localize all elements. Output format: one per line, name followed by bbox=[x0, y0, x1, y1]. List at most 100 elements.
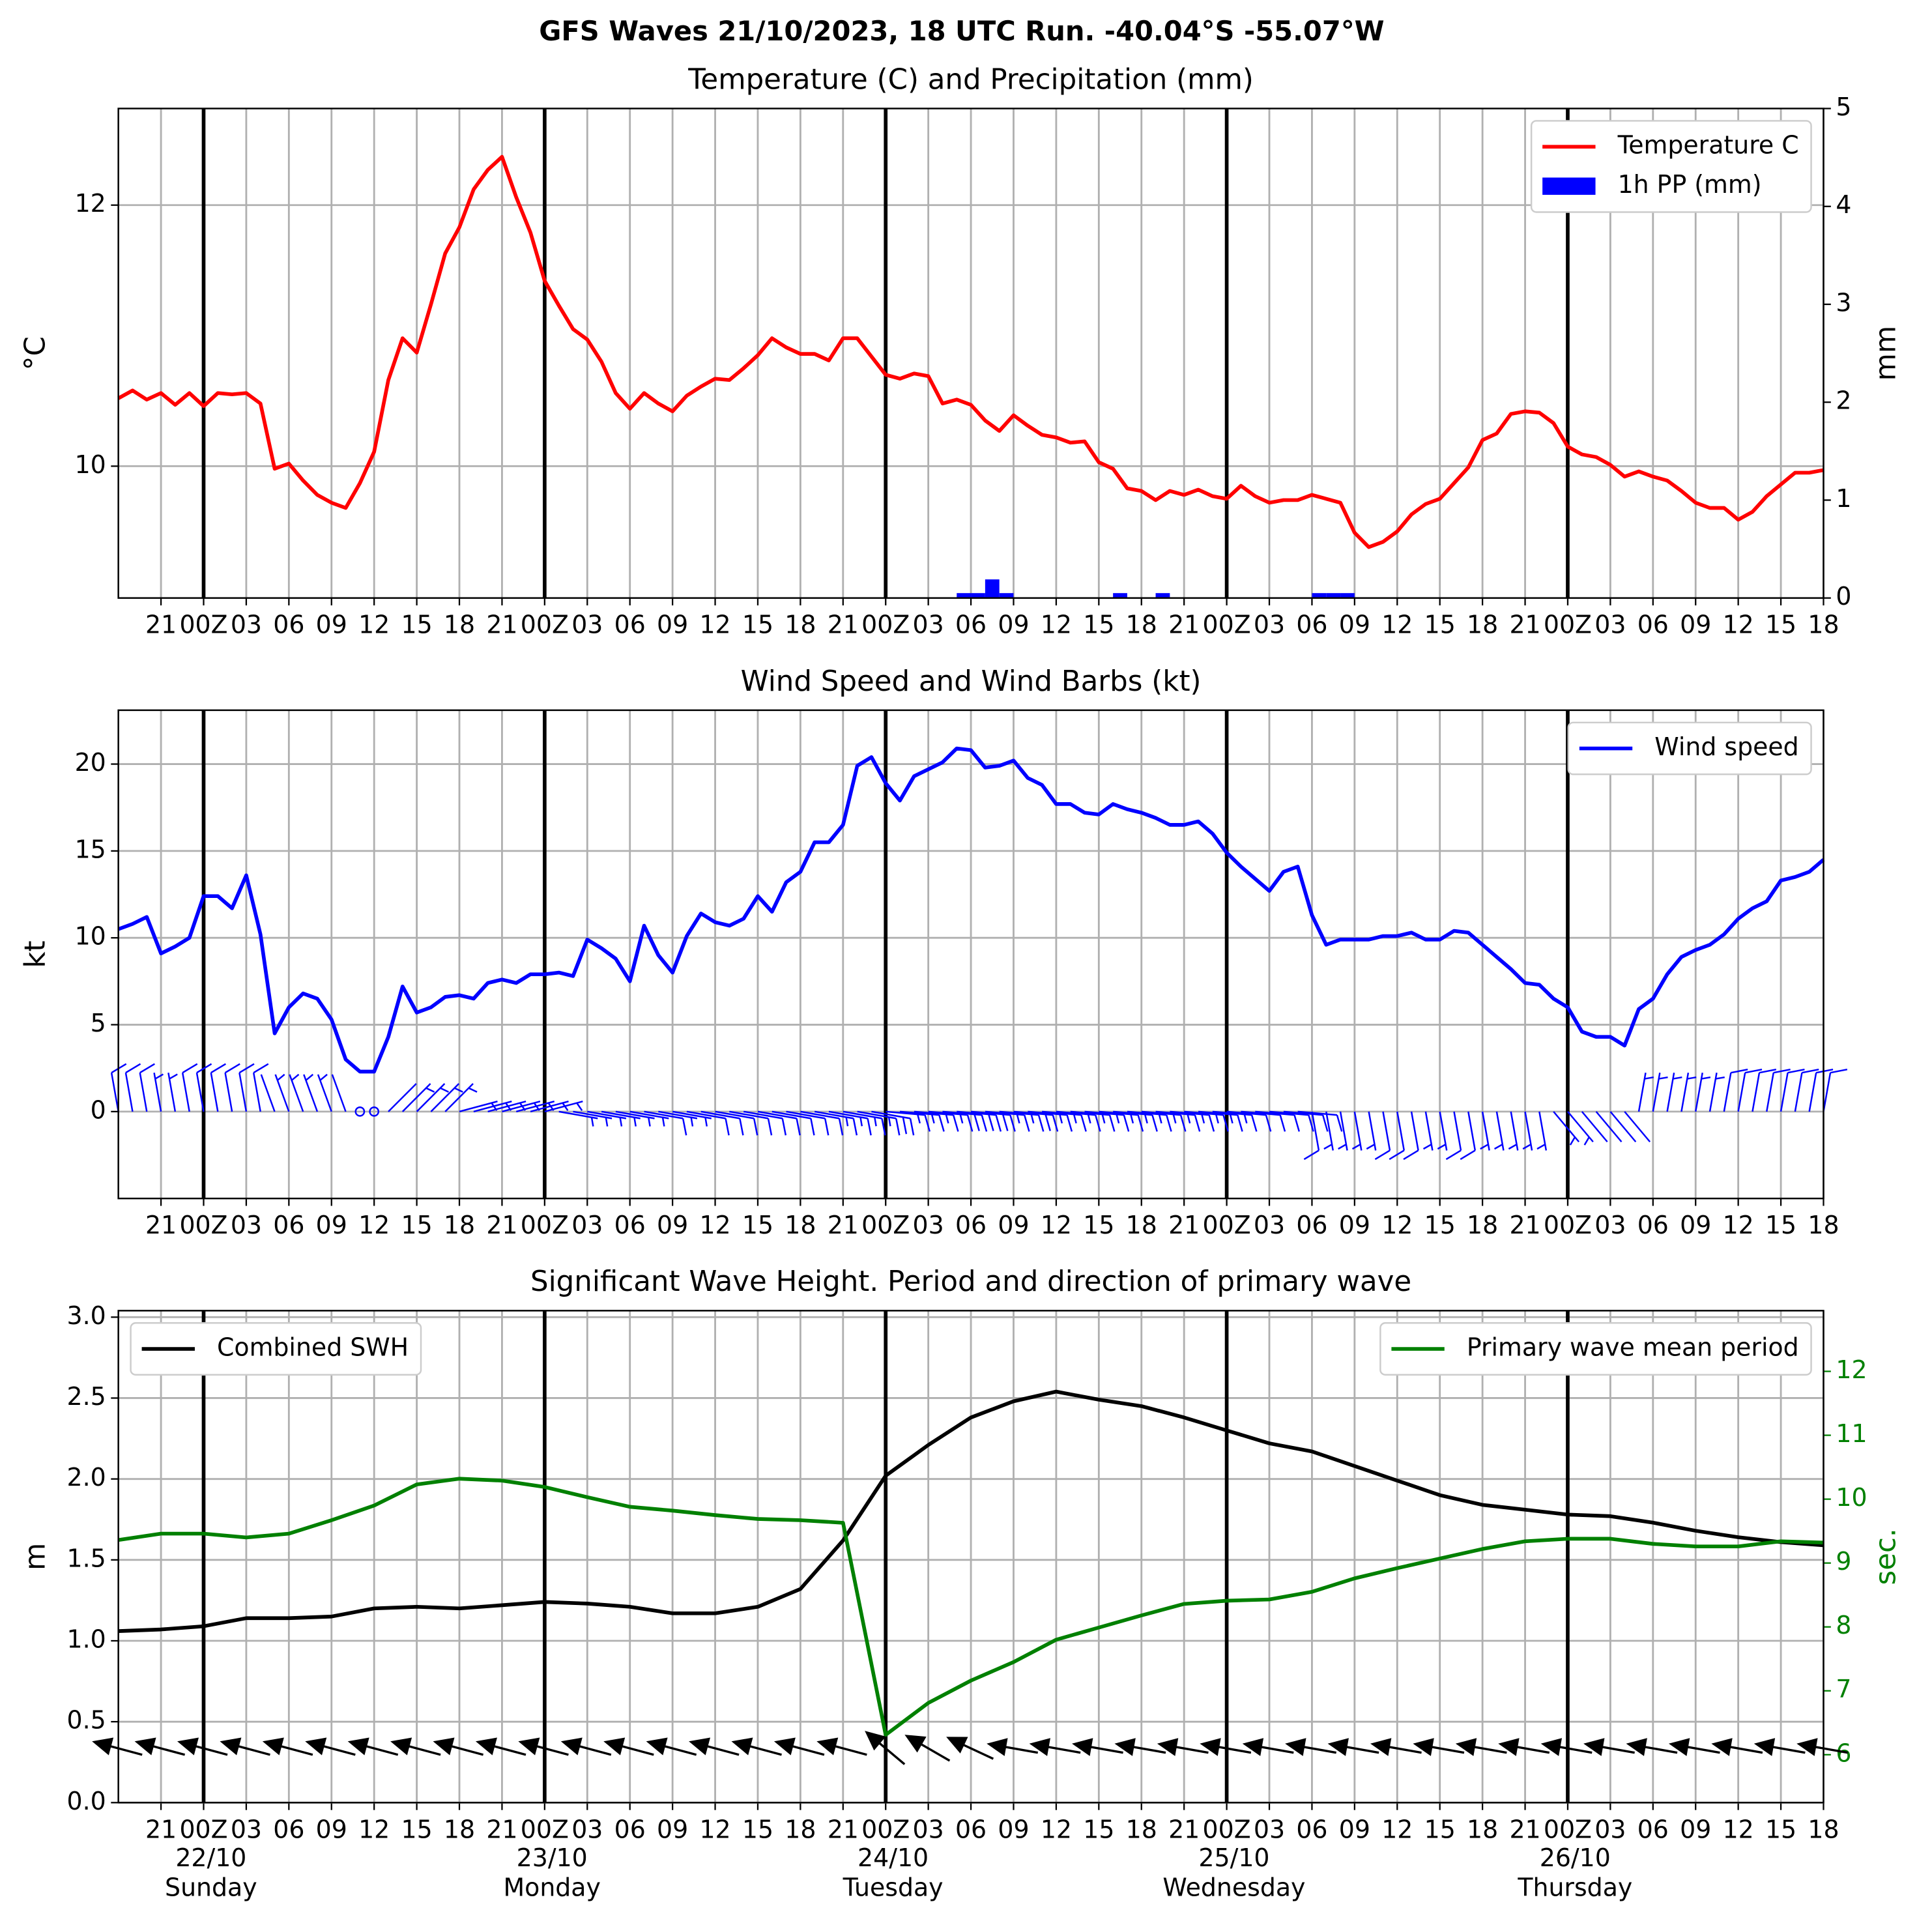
y-tick-label: 0.5 bbox=[67, 1706, 106, 1735]
legend-box bbox=[1379, 1322, 1812, 1376]
wave-direction-arrow bbox=[904, 1735, 951, 1762]
x-tick-label: 00Z bbox=[179, 611, 227, 639]
wind-barb bbox=[1737, 1068, 1763, 1112]
x-tick-label: 09 bbox=[316, 1815, 347, 1843]
wind-barb bbox=[558, 1110, 598, 1127]
wave-direction-arrow bbox=[518, 1737, 569, 1756]
y-tick-label: 1.0 bbox=[67, 1625, 106, 1653]
x-tick-label: 21 bbox=[145, 1815, 177, 1843]
wind-barb bbox=[871, 1110, 915, 1136]
x-tick-label: 21 bbox=[1509, 1815, 1540, 1843]
wave-direction-arrow bbox=[1370, 1738, 1422, 1756]
wind-barb bbox=[252, 1063, 269, 1112]
wind-barb bbox=[1437, 1111, 1448, 1151]
wind-barb bbox=[1198, 1110, 1243, 1132]
panel: Significant Wave Height. Period and dire… bbox=[19, 1265, 1902, 1901]
date-label: 25/10 bbox=[1198, 1843, 1269, 1872]
x-tick-label: 09 bbox=[316, 611, 347, 639]
precip-bar bbox=[1326, 593, 1341, 598]
wind-barb bbox=[857, 1110, 901, 1136]
x-tick-label: 00Z bbox=[1203, 1815, 1251, 1843]
y2-tick-label: 0 bbox=[1836, 582, 1851, 611]
wind-barb bbox=[1493, 1111, 1505, 1151]
x-tick-label: 15 bbox=[1424, 1211, 1456, 1239]
wind-barb bbox=[644, 1110, 687, 1136]
wind-barb bbox=[1170, 1110, 1215, 1132]
wave-direction-arrow bbox=[1413, 1738, 1465, 1756]
weekday-label: Monday bbox=[504, 1873, 601, 1901]
x-tick-label: 06 bbox=[273, 1211, 304, 1239]
wind-barb bbox=[942, 1110, 988, 1132]
wind-barb bbox=[388, 1083, 417, 1112]
wave-direction-arrow bbox=[1498, 1738, 1550, 1756]
y-tick-label: 1.5 bbox=[67, 1544, 106, 1572]
x-tick-label: 15 bbox=[1424, 1815, 1456, 1843]
x-tick-label: 15 bbox=[1083, 1815, 1114, 1843]
x-tick-label: 09 bbox=[1680, 1211, 1711, 1239]
wind-barb bbox=[1553, 1111, 1580, 1146]
x-tick-label: 18 bbox=[1126, 1211, 1157, 1239]
wind-barb bbox=[303, 1073, 319, 1112]
y-tick-label: 15 bbox=[75, 835, 106, 863]
precip-bar bbox=[1340, 593, 1355, 598]
wind-barb bbox=[814, 1110, 858, 1136]
wave-direction-arrow bbox=[390, 1737, 441, 1756]
x-tick-label: 15 bbox=[1765, 1815, 1796, 1843]
y2-tick-label: 12 bbox=[1836, 1355, 1867, 1384]
x-tick-label: 09 bbox=[1339, 1815, 1370, 1843]
legend: Temperature C 1h PP (mm) bbox=[1530, 120, 1812, 213]
wind-barb bbox=[1624, 1111, 1651, 1143]
x-tick-label: 03 bbox=[913, 611, 944, 639]
wind-barb bbox=[210, 1063, 226, 1112]
main-title: GFS Waves 21/10/2023, 18 UTC Run. -40.04… bbox=[539, 15, 1384, 47]
y-tick-label: 2.0 bbox=[67, 1463, 106, 1492]
x-tick-label: 21 bbox=[1509, 1211, 1540, 1239]
x-tick-label: 09 bbox=[998, 1815, 1029, 1843]
x-tick-label: 03 bbox=[1594, 1815, 1626, 1843]
wind-barb bbox=[1070, 1110, 1116, 1132]
wave-direction-arrow bbox=[475, 1737, 526, 1756]
x-tick-label: 21 bbox=[1168, 1815, 1200, 1843]
x-tick-label: 21 bbox=[828, 611, 859, 639]
wind-barb bbox=[886, 1110, 931, 1132]
wind-barb bbox=[1637, 1073, 1654, 1112]
y2-tick-label: 6 bbox=[1836, 1739, 1851, 1767]
x-tick-label: 06 bbox=[955, 1815, 987, 1843]
x-tick-label: 03 bbox=[231, 1211, 262, 1239]
x-tick-label: 06 bbox=[1296, 1211, 1327, 1239]
legend: Primary wave mean period bbox=[1379, 1322, 1812, 1376]
wave-direction-arrow bbox=[1114, 1738, 1166, 1756]
x-tick-label: 21 bbox=[1168, 1211, 1200, 1239]
x-tick-label: 15 bbox=[1765, 1211, 1796, 1239]
wind-barb bbox=[167, 1073, 178, 1112]
x-tick-label: 21 bbox=[486, 1815, 517, 1843]
x-tick-label: 06 bbox=[614, 1211, 646, 1239]
wave-direction-arrow bbox=[689, 1737, 740, 1756]
x-tick-label: 18 bbox=[1126, 1815, 1157, 1843]
x-tick-label: 09 bbox=[998, 1211, 1029, 1239]
wind-barb bbox=[800, 1110, 844, 1136]
x-tick-label: 09 bbox=[657, 1815, 688, 1843]
y2-tick-label: 3 bbox=[1836, 288, 1851, 317]
y-axis-label: °C bbox=[19, 336, 51, 370]
y-tick-label: 3.0 bbox=[67, 1301, 106, 1330]
y2-tick-label: 10 bbox=[1836, 1483, 1867, 1512]
x-tick-label: 00Z bbox=[521, 611, 569, 639]
x-tick-label: 18 bbox=[1808, 611, 1839, 639]
x-tick-label: 12 bbox=[699, 1211, 730, 1239]
x-tick-label: 06 bbox=[1296, 611, 1327, 639]
x-tick-label: 15 bbox=[1424, 611, 1456, 639]
wind-barb bbox=[729, 1110, 773, 1136]
y-tick-label: 10 bbox=[75, 450, 106, 479]
wave-direction-arrow bbox=[1327, 1738, 1379, 1756]
wind-barb bbox=[1141, 1110, 1187, 1132]
plot-frame bbox=[117, 108, 1824, 599]
panel: Wind Speed and Wind Barbs (kt)21 00Z 03 06 0… bbox=[19, 665, 1848, 1239]
x-tick-label: 09 bbox=[1339, 611, 1370, 639]
x-tick-label: 18 bbox=[1808, 1815, 1839, 1843]
x-tick-label: 12 bbox=[358, 1815, 390, 1843]
x-tick-label: 18 bbox=[1467, 1211, 1498, 1239]
wind-barb bbox=[195, 1063, 212, 1112]
x-tick-label: 03 bbox=[1254, 611, 1285, 639]
x-tick-label: 09 bbox=[657, 611, 688, 639]
